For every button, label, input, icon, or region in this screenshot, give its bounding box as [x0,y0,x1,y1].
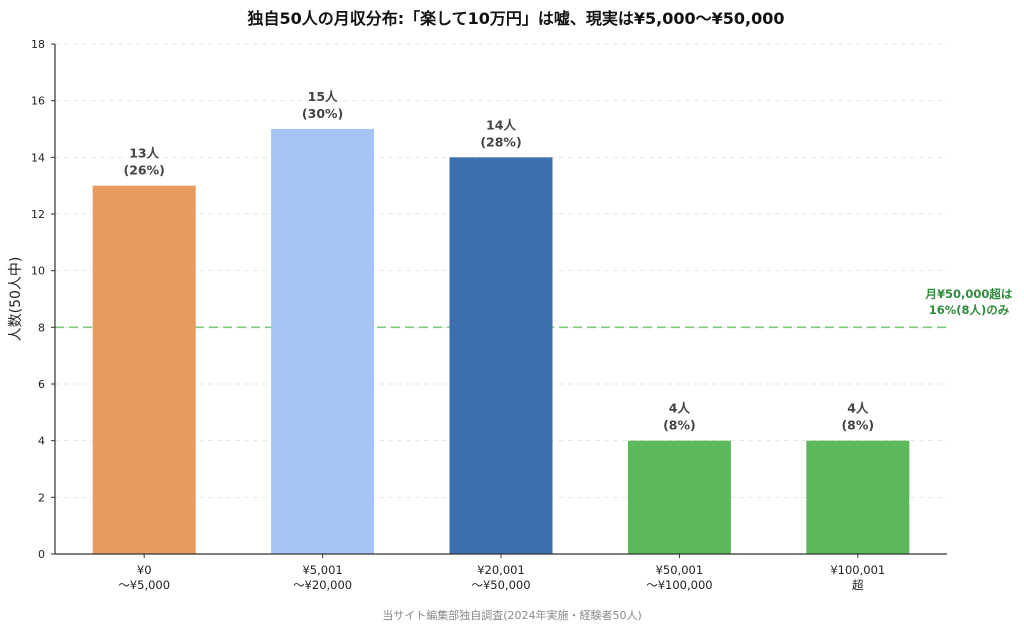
reference-line-label: 月¥50,000超は [925,287,1013,301]
y-tick-label: 0 [38,548,45,561]
y-tick-label: 14 [31,151,45,164]
y-tick-label: 16 [31,95,45,108]
bar [806,440,910,554]
axes [51,43,947,558]
bar-percent-label: (8%) [841,418,874,433]
bar-value-label: 13人 [129,146,159,161]
y-tick-label: 10 [31,265,45,278]
x-tick-label: ¥50,001 [656,563,704,577]
y-tick-label: 4 [38,435,45,448]
y-tick-label: 2 [38,491,45,504]
bar [449,157,553,555]
bar [627,440,731,554]
bar-percent-label: (30%) [302,106,343,121]
source-note: 当サイト編集部独自調査(2024年実施・経験者50人) [382,608,642,622]
reference-line-label: 16%(8人)のみ [929,303,1010,317]
x-tick-label: ¥0 [137,563,152,577]
x-tick-label: 〜¥20,000 [293,578,352,592]
bar-percent-label: (8%) [663,418,696,433]
y-tick-labels: 0 2 4 6 8 10 12 14 16 18 [31,38,45,561]
x-tick-label: ¥5,001 [302,563,342,577]
x-tick-label: ¥100,001 [830,563,885,577]
bar [271,129,375,554]
bar-value-labels: 13人 (26%) 15人 (30%) 14人 (28%) 4人 (8%) 4人 (8%) [124,89,875,433]
y-tick-label: 12 [31,208,45,221]
reference-line-group: 月¥50,000超は 16%(8人)のみ [55,287,1013,329]
bar-percent-label: (26%) [124,163,165,178]
bar-value-label: 14人 [486,117,516,132]
x-tick-label: 〜¥5,000 [118,578,170,592]
bar-value-label: 4人 [669,401,691,416]
y-tick-label: 8 [38,321,45,334]
bars [92,129,910,555]
bar-value-label: 4人 [847,401,869,416]
chart-title: 独自50人の月収分布:「楽して10万円」は嘘、現実は¥5,000〜¥50,000 [247,9,784,28]
bar-value-label: 15人 [308,89,338,104]
x-tick-label: 〜¥50,000 [471,578,530,592]
x-tick-label: 超 [852,578,864,592]
x-tick-label: 〜¥100,000 [646,578,712,592]
x-tick-label: ¥20,001 [477,563,525,577]
bar-percent-label: (28%) [480,134,521,149]
x-tick-labels: ¥0〜¥5,000 ¥5,001〜¥20,000 ¥20,001〜¥50,000 ¥5… [118,563,885,592]
y-tick-label: 18 [31,38,45,51]
bar [92,185,196,554]
y-axis-label: 人数(50人中) [8,257,24,342]
y-tick-label: 6 [38,378,45,391]
